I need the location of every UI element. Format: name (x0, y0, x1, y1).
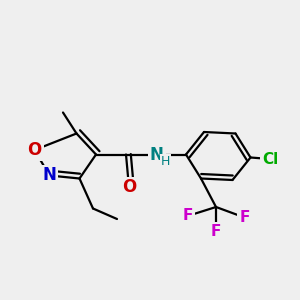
Text: H: H (161, 154, 170, 168)
Text: F: F (182, 208, 193, 224)
Text: O: O (122, 178, 136, 196)
Text: F: F (211, 224, 221, 238)
Text: Cl: Cl (262, 152, 278, 166)
Text: F: F (239, 210, 250, 225)
Text: O: O (27, 141, 42, 159)
Text: N: N (150, 146, 164, 164)
Text: N: N (43, 167, 56, 184)
